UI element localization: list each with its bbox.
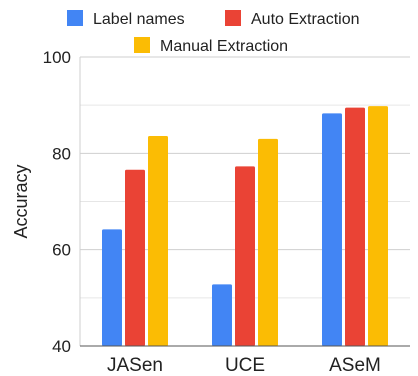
- bar: [368, 106, 388, 346]
- bars: [102, 106, 388, 346]
- x-tick-label: JASen: [107, 355, 163, 376]
- bar: [345, 107, 365, 346]
- bar: [235, 166, 255, 346]
- y-tick-labels: 40 60 80 100: [43, 48, 71, 356]
- y-tick-label: 80: [52, 144, 71, 163]
- legend: Label names Auto Extraction Manual Extract…: [67, 10, 360, 55]
- y-tick-label: 60: [52, 241, 71, 260]
- bar: [125, 169, 145, 346]
- bar: [148, 135, 168, 346]
- bar: [212, 284, 232, 346]
- y-tick-label: 40: [52, 337, 71, 356]
- legend-label: Label names: [93, 11, 185, 28]
- y-tick-label: 100: [43, 48, 71, 67]
- x-tick-label: ASeM: [329, 355, 381, 376]
- legend-swatch: [134, 37, 150, 53]
- legend-label: Manual Extraction: [160, 38, 288, 55]
- x-tick-label: UCE: [225, 355, 265, 376]
- y-axis-label: Accuracy: [11, 164, 31, 238]
- legend-label: Auto Extraction: [251, 11, 360, 28]
- x-tick-labels: JASen UCE ASeM: [107, 355, 381, 376]
- bar: [322, 113, 342, 346]
- legend-swatch: [67, 10, 83, 26]
- bar: [258, 138, 278, 346]
- bar: [102, 229, 122, 346]
- legend-swatch: [225, 10, 241, 26]
